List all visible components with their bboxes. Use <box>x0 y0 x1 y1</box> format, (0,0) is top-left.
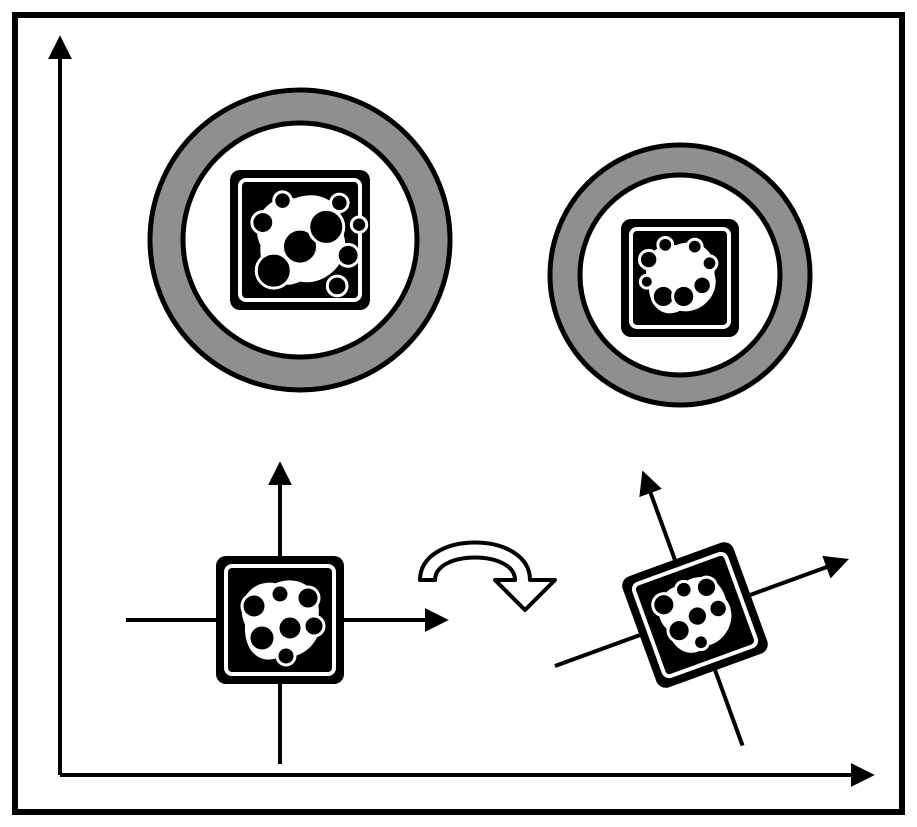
tile-top-left <box>230 170 370 310</box>
tile-bottom-left <box>216 556 344 684</box>
tile-top-right <box>621 219 739 337</box>
diagram-svg <box>0 0 917 827</box>
diagram-canvas <box>0 0 917 827</box>
outer-frame <box>15 15 902 812</box>
